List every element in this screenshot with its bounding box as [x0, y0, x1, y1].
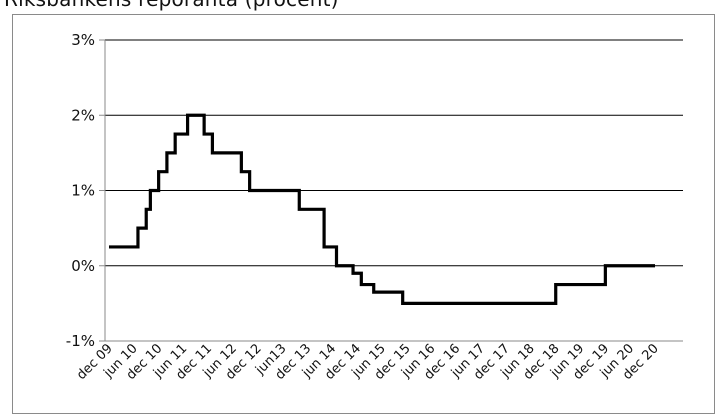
chart-title: Riksbankens reporänta (procent) — [4, 0, 339, 11]
series-line — [109, 113, 655, 305]
y-tick-label: 0% — [71, 257, 95, 275]
series-layer — [109, 113, 655, 305]
y-tick-label: 3% — [71, 31, 95, 49]
gridlines — [105, 39, 683, 267]
y-tick-label: 2% — [71, 106, 95, 124]
chart-frame — [12, 14, 715, 414]
y-tick-label: -1% — [66, 332, 95, 350]
y-tick-label: 1% — [71, 182, 95, 200]
y-axis-ticks: 3% 2% 1% 0% -1% — [66, 31, 105, 350]
